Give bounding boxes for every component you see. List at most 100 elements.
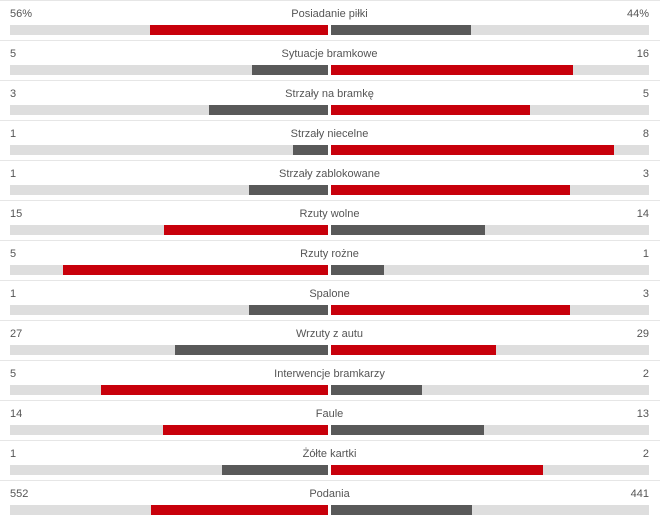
- stat-row: Interwencje bramkarzy 5 2: [0, 360, 660, 400]
- stat-name: Sytuacje bramkowe: [281, 48, 378, 60]
- home-bar-track: [10, 505, 328, 515]
- away-bar-track: [331, 185, 649, 195]
- stat-bars: [10, 425, 650, 435]
- away-value: 8: [642, 128, 649, 140]
- stat-label-line: Posiadanie piłki 56% 44%: [10, 7, 649, 21]
- stat-bars: [10, 345, 650, 355]
- away-bar-fill: [331, 465, 543, 475]
- stat-name: Rzuty wolne: [299, 208, 360, 220]
- home-bar-track: [10, 25, 328, 35]
- away-bar-fill: [331, 265, 384, 275]
- away-bar-fill: [331, 425, 485, 435]
- away-bar-track: [331, 65, 649, 75]
- stat-label-line: Strzały na bramkę 3 5: [10, 87, 649, 101]
- home-value: 15: [10, 208, 23, 220]
- stat-bars: [10, 225, 650, 235]
- home-value: 1: [10, 288, 17, 300]
- home-bar-fill: [208, 105, 328, 115]
- away-bar-fill: [331, 505, 473, 515]
- home-bar-fill: [174, 345, 328, 355]
- home-bar-track: [10, 145, 328, 155]
- stat-row: Faule 14 13: [0, 400, 660, 440]
- stat-label-line: Strzały zablokowane 1 3: [10, 167, 649, 181]
- stat-name: Podania: [309, 488, 350, 500]
- home-value: 14: [10, 408, 23, 420]
- home-value: 27: [10, 328, 23, 340]
- stat-bars: [10, 105, 650, 115]
- away-bar-fill: [331, 145, 614, 155]
- home-bar-track: [10, 305, 328, 315]
- away-bar-fill: [331, 105, 530, 115]
- stat-row: Sytuacje bramkowe 5 16: [0, 40, 660, 80]
- home-bar-fill: [163, 225, 328, 235]
- stat-name: Strzały na bramkę: [285, 88, 374, 100]
- away-bar-fill: [331, 65, 574, 75]
- stat-bars: [10, 65, 650, 75]
- home-bar-track: [10, 265, 328, 275]
- stat-name: Wrzuty z autu: [295, 328, 364, 340]
- away-bar-track: [331, 145, 649, 155]
- home-value: 5: [10, 248, 17, 260]
- away-value: 13: [636, 408, 649, 420]
- home-value: 5: [10, 368, 17, 380]
- home-bar-fill: [149, 25, 328, 35]
- away-bar-track: [331, 225, 649, 235]
- home-value: 5: [10, 48, 17, 60]
- away-bar-track: [331, 345, 649, 355]
- away-bar-fill: [331, 305, 570, 315]
- home-value: 3: [10, 88, 17, 100]
- away-value: 3: [642, 288, 649, 300]
- home-bar-track: [10, 385, 328, 395]
- stat-bars: [10, 505, 650, 515]
- stat-row: Rzuty wolne 15 14: [0, 200, 660, 240]
- home-bar-fill: [63, 265, 328, 275]
- away-value: 29: [636, 328, 649, 340]
- home-bar-track: [10, 105, 328, 115]
- stat-label-line: Sytuacje bramkowe 5 16: [10, 47, 649, 61]
- away-value: 16: [636, 48, 649, 60]
- home-value: 56%: [10, 8, 33, 20]
- stat-row: Spalone 1 3: [0, 280, 660, 320]
- stat-label-line: Podania 552 441: [10, 487, 649, 501]
- stat-row: Posiadanie piłki 56% 44%: [0, 0, 660, 40]
- away-value: 1: [642, 248, 649, 260]
- away-bar-track: [331, 385, 649, 395]
- away-bar-fill: [331, 385, 422, 395]
- stat-label-line: Faule 14 13: [10, 407, 649, 421]
- away-value: 5: [642, 88, 649, 100]
- stat-label-line: Interwencje bramkarzy 5 2: [10, 367, 649, 381]
- stat-name: Rzuty rożne: [300, 248, 359, 260]
- stat-label-line: Wrzuty z autu 27 29: [10, 327, 649, 341]
- stat-bars: [10, 385, 650, 395]
- stat-name: Strzały zablokowane: [279, 168, 380, 180]
- stat-bars: [10, 185, 650, 195]
- away-value: 44%: [626, 8, 649, 20]
- away-bar-fill: [331, 345, 496, 355]
- stat-label-line: Żółte kartki 1 2: [10, 447, 649, 461]
- stat-bars: [10, 265, 650, 275]
- away-bar-track: [331, 305, 649, 315]
- stat-label-line: Strzały niecelne 1 8: [10, 127, 649, 141]
- away-value: 2: [642, 368, 649, 380]
- home-bar-fill: [292, 145, 328, 155]
- away-bar-track: [331, 465, 649, 475]
- away-value: 3: [642, 168, 649, 180]
- home-bar-fill: [248, 305, 328, 315]
- home-bar-track: [10, 65, 328, 75]
- away-bar-fill: [331, 25, 471, 35]
- stat-bars: [10, 305, 650, 315]
- stat-row: Podania 552 441: [0, 480, 660, 520]
- stat-bars: [10, 465, 650, 475]
- home-bar-track: [10, 225, 328, 235]
- home-bar-fill: [100, 385, 328, 395]
- away-bar-track: [331, 265, 649, 275]
- away-bar-track: [331, 25, 649, 35]
- home-value: 1: [10, 448, 17, 460]
- away-bar-fill: [331, 185, 570, 195]
- home-value: 1: [10, 128, 17, 140]
- stat-bars: [10, 25, 650, 35]
- stat-row: Strzały niecelne 1 8: [0, 120, 660, 160]
- home-bar-track: [10, 345, 328, 355]
- stat-row: Wrzuty z autu 27 29: [0, 320, 660, 360]
- away-bar-fill: [331, 225, 485, 235]
